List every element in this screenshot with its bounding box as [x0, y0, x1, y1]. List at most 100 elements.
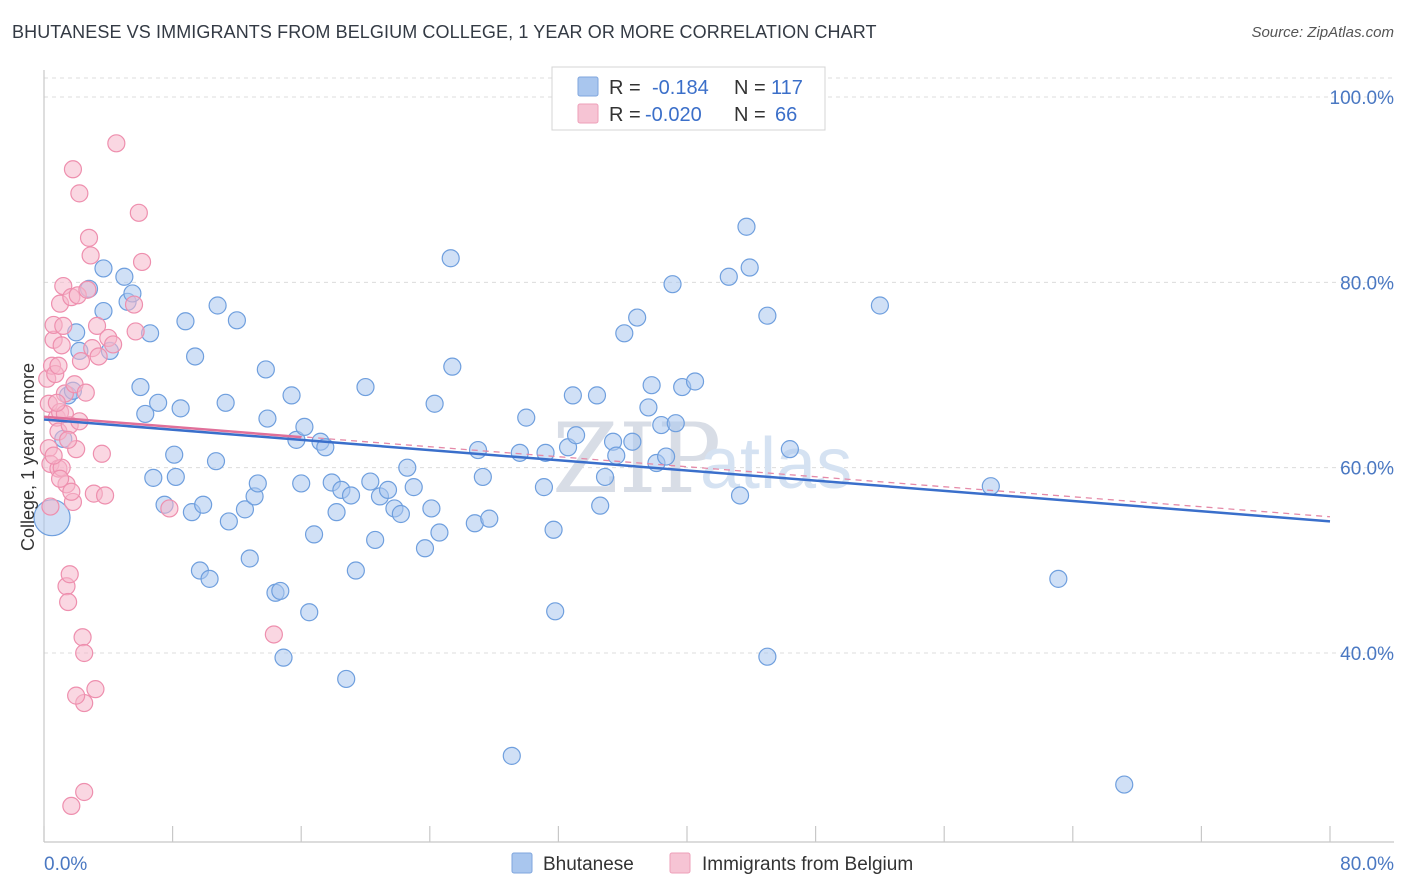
bhutanese-point-11: [115, 267, 134, 286]
bhutanese-point-25: [194, 495, 213, 514]
belgium-point-14: [52, 336, 71, 355]
bottom-legend-swatch-belgium: [669, 852, 691, 874]
bhutanese-point-97: [657, 447, 676, 466]
bhutanese-point-34: [240, 549, 259, 568]
bhutanese-point-69: [443, 357, 462, 376]
belgium-point-4: [41, 497, 60, 516]
belgium-point-29: [70, 184, 89, 203]
bhutanese-point-84: [566, 426, 586, 445]
belgium-point-48: [124, 295, 144, 314]
belgium-points: [38, 134, 283, 816]
bhutanese-point-64: [404, 478, 423, 497]
watermark-atlas: atlas: [700, 424, 852, 504]
bhutanese-point-105: [740, 258, 759, 277]
legend-r-value-1: -0.184: [652, 77, 709, 99]
bhutanese-point-77: [517, 408, 536, 427]
belgium-point-34: [76, 383, 95, 402]
bhutanese-point-53: [337, 669, 356, 689]
bhutanese-point-110: [981, 477, 1000, 496]
belgium-point-37: [81, 246, 100, 265]
bhutanese-point-90: [615, 324, 634, 343]
bhutanese-point-42: [282, 386, 301, 405]
bhutanese-point-51: [327, 503, 346, 522]
bhutanese-point-31: [219, 512, 238, 531]
bhutanese-point-107: [758, 647, 777, 666]
belgium-point-55: [75, 782, 94, 802]
belgium-point-60: [67, 686, 86, 705]
bhutanese-point-101: [685, 372, 705, 391]
belgium-point-51: [132, 252, 152, 272]
belgium-point-52: [160, 499, 179, 518]
bottom-legend: Bhutanese Immigrants from Belgium: [511, 852, 913, 875]
belgium-point-35: [78, 280, 97, 299]
bhutanese-point-54: [341, 486, 361, 505]
bhutanese-point-46: [300, 603, 319, 622]
bhutanese-point-23: [186, 347, 205, 366]
bhutanese-point-41: [274, 648, 293, 667]
bhutanese-point-103: [730, 486, 750, 505]
bhutanese-point-15: [136, 404, 155, 424]
bhutanese-point-104: [737, 217, 756, 236]
belgium-point-46: [104, 335, 123, 354]
bottom-legend-label-bhutanese: Bhutanese: [543, 854, 634, 875]
bhutanese-point-29: [208, 296, 227, 315]
bottom-legend-swatch-bhutanese: [511, 852, 533, 874]
y-tick-labels: 40.0% 60.0% 80.0% 100.0%: [1330, 88, 1395, 665]
bhutanese-point-91: [623, 432, 642, 451]
watermark-zip: ZIP: [552, 403, 721, 515]
belgium-point-42: [89, 347, 108, 366]
bhutanese-point-22: [176, 312, 195, 331]
bhutanese-point-60: [378, 480, 398, 500]
bhutanese-point-63: [398, 458, 417, 477]
belgium-point-63: [49, 356, 68, 375]
bhutanese-point-94: [642, 376, 661, 395]
bhutanese-point-92: [628, 308, 647, 327]
belgium-point-30: [71, 352, 91, 371]
belgium-point-62: [59, 430, 78, 449]
legend-swatch-bhutanese: [577, 76, 599, 97]
legend-r-label-1: R =: [609, 77, 641, 99]
belgium-point-36: [79, 228, 99, 247]
bhutanese-point-57: [361, 472, 380, 491]
belgium-point-16: [54, 316, 73, 335]
legend-swatch-belgium: [577, 103, 599, 124]
belgium-point-40: [86, 680, 105, 699]
legend-n-value-1: 117: [771, 77, 803, 99]
belgium-point-53: [264, 625, 283, 644]
belgium-point-20: [59, 592, 78, 612]
source-credit: Source: ZipAtlas.com: [1251, 24, 1394, 41]
belgium-point-41: [87, 316, 107, 335]
bhutanese-point-36: [248, 474, 267, 493]
bhutanese-point-78: [534, 478, 554, 497]
belgium-point-54: [62, 796, 81, 816]
belgium-point-22: [60, 565, 79, 584]
bhutanese-point-106: [758, 306, 777, 325]
belgium-point-44: [95, 486, 115, 505]
bhutanese-point-38: [258, 409, 277, 428]
bhutanese-point-40: [271, 581, 290, 601]
bhutanese-point-73: [473, 467, 492, 487]
bhutanese-point-70: [441, 249, 460, 268]
bhutanese-point-75: [502, 746, 521, 765]
bhutanese-point-65: [415, 539, 435, 558]
bhutanese-point-58: [366, 530, 385, 550]
bhutanese-point-83: [563, 386, 582, 405]
belgium-point-58: [47, 393, 66, 412]
bhutanese-point-55: [346, 561, 365, 580]
bhutanese-point-98: [663, 275, 682, 294]
bhutanese-point-79: [536, 443, 555, 462]
bhutanese-point-20: [166, 467, 185, 487]
bhutanese-point-93: [639, 398, 658, 417]
bhutanese-point-111: [1049, 569, 1068, 588]
axes: [43, 70, 1394, 843]
bhutanese-point-12: [94, 259, 113, 278]
bhutanese-point-66: [422, 499, 441, 518]
bhutanese-trend-line: [43, 418, 1331, 523]
bhutanese-point-32: [227, 311, 246, 330]
bhutanese-point-87: [595, 467, 615, 487]
bhutanese-point-21: [171, 399, 190, 418]
belgium-point-65: [62, 482, 81, 501]
bhutanese-point-81: [546, 602, 565, 621]
bhutanese-point-19: [165, 445, 184, 464]
belgium-point-59: [50, 469, 70, 488]
